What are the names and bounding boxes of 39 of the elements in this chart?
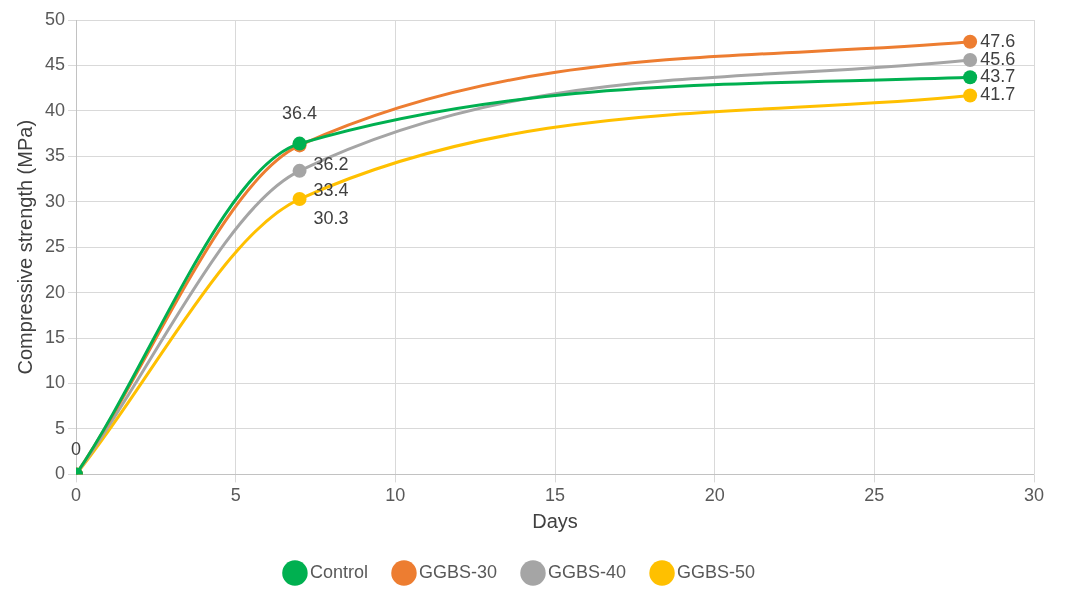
y-tick-label: 0 bbox=[55, 463, 66, 484]
data-label: 47.6 bbox=[980, 30, 1016, 51]
y-tick-label: 50 bbox=[44, 8, 66, 29]
y-tick-label: 20 bbox=[44, 281, 66, 302]
data-label: 0 bbox=[71, 439, 82, 460]
data-label: 33.4 bbox=[313, 179, 349, 200]
point bbox=[292, 192, 307, 207]
legend-label: GGBS-40 bbox=[548, 561, 627, 582]
data-label: 36.2 bbox=[313, 154, 349, 175]
data-label: 45.6 bbox=[980, 48, 1016, 69]
point bbox=[963, 88, 978, 103]
y-tick-label: 5 bbox=[55, 417, 66, 438]
point bbox=[963, 34, 978, 49]
x-tick-label: 5 bbox=[230, 485, 241, 506]
data-label: 36.4 bbox=[282, 102, 318, 123]
legend-label: Control bbox=[309, 561, 368, 582]
x-tick-label: 10 bbox=[385, 485, 406, 506]
data-label: 43.7 bbox=[980, 66, 1016, 87]
point bbox=[963, 70, 978, 85]
y-tick-label: 10 bbox=[44, 372, 66, 393]
y-axis-title: Compressive strength (MPa) bbox=[13, 119, 36, 375]
point bbox=[292, 163, 307, 178]
y-tick-label: 30 bbox=[44, 190, 66, 211]
data-label: 30.3 bbox=[313, 208, 349, 228]
x-tick-label: 30 bbox=[1023, 485, 1045, 506]
data-label: 41.7 bbox=[980, 84, 1016, 105]
legend-label: GGBS-30 bbox=[418, 561, 497, 582]
legend-label: GGBS-50 bbox=[677, 561, 756, 582]
x-tick-label: 15 bbox=[545, 485, 566, 506]
y-tick-label: 35 bbox=[44, 145, 66, 166]
x-tick-label: 0 bbox=[71, 485, 82, 506]
y-tick-label: 15 bbox=[44, 327, 66, 348]
point bbox=[963, 52, 978, 67]
y-tick-label: 25 bbox=[44, 236, 66, 257]
x-axis-title: Days bbox=[532, 509, 578, 532]
x-tick-label: 20 bbox=[704, 485, 725, 506]
y-tick-label: 40 bbox=[44, 99, 66, 120]
x-tick-label: 25 bbox=[864, 485, 885, 506]
y-tick-label: 45 bbox=[44, 54, 66, 75]
